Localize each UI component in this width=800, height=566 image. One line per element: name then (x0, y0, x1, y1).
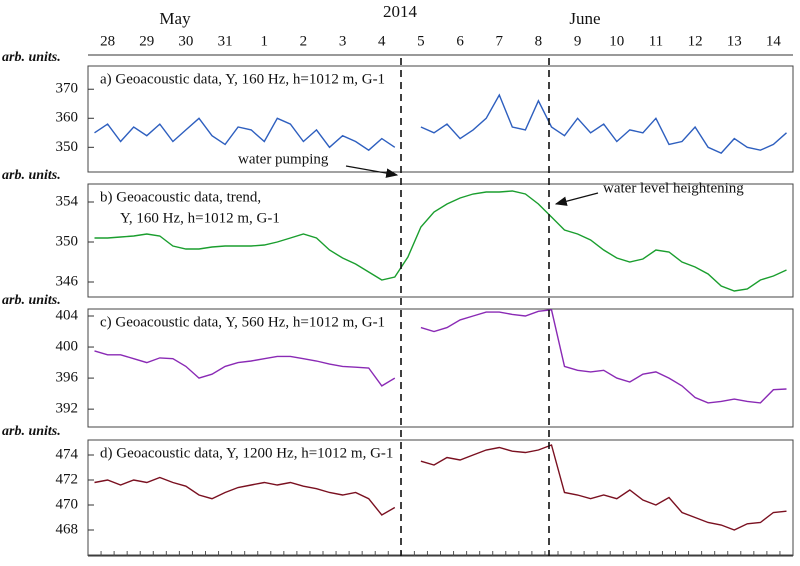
y-tick-label: 350 (56, 139, 79, 155)
x-tick-label: 31 (218, 33, 233, 49)
data-line (94, 444, 787, 531)
y-tick-label: 360 (56, 110, 79, 126)
annotation-arrow (345, 165, 399, 178)
panel-title: c) Geoacoustic data, Y, 560 Hz, h=1012 m… (100, 314, 385, 330)
data-line (94, 190, 787, 292)
x-tick-label: 7 (496, 33, 504, 49)
data-line (94, 93, 787, 154)
x-tick-label: 4 (378, 33, 386, 49)
y-tick-label: 400 (56, 338, 79, 354)
x-tick-label: 5 (417, 33, 425, 49)
x-tick-label: 12 (688, 33, 703, 49)
y-tick-label: 354 (56, 193, 79, 209)
y-tick-label: 472 (56, 471, 79, 487)
panel-title: a) Geoacoustic data, Y, 160 Hz, h=1012 m… (100, 71, 385, 87)
month-label: June (569, 9, 600, 28)
panel-frame (87, 183, 794, 298)
x-tick-label: 1 (261, 33, 269, 49)
y-axis-label: arb. units. (2, 168, 61, 183)
y-tick-label: 346 (56, 273, 79, 289)
annotation-arrow (554, 192, 599, 206)
x-tick-label: 10 (609, 33, 624, 49)
y-tick-label: 468 (56, 521, 79, 537)
panel-frame (87, 65, 794, 173)
x-tick-label: 6 (456, 33, 464, 49)
y-tick-label: 470 (56, 496, 79, 512)
x-tick-label: 30 (178, 33, 193, 49)
y-tick-label: 350 (56, 233, 79, 249)
x-tick-label: 3 (339, 33, 347, 49)
y-tick-label: 392 (56, 401, 79, 417)
data-line (94, 309, 787, 404)
y-axis-label: arb. units. (2, 50, 61, 65)
y-tick-label: 396 (56, 370, 79, 386)
panel-frame (87, 439, 794, 556)
panel-title: b) Geoacoustic data, trend, (100, 189, 261, 205)
x-tick-label: 13 (727, 33, 742, 49)
x-tick-label: 29 (139, 33, 154, 49)
x-tick-label: 9 (574, 33, 582, 49)
x-tick-label: 14 (766, 33, 782, 49)
y-tick-label: 474 (56, 446, 79, 462)
x-tick-label: 28 (100, 33, 115, 49)
panel-frame (87, 308, 794, 428)
y-axis-label: arb. units. (2, 293, 61, 308)
panel-title: d) Geoacoustic data, Y, 1200 Hz, h=1012 … (100, 445, 393, 461)
panel-title: Y, 160 Hz, h=1012 m, G-1 (120, 210, 280, 226)
x-tick-label: 8 (535, 33, 543, 49)
y-axis-label: arb. units. (2, 424, 61, 439)
annotation: water level heightening (603, 180, 744, 196)
y-tick-label: 404 (56, 307, 79, 323)
month-label: May (159, 9, 191, 28)
x-tick-label: 2 (300, 33, 308, 49)
annotation: water pumping (238, 151, 329, 167)
y-tick-label: 370 (56, 81, 79, 97)
year-label: 2014 (383, 2, 418, 21)
x-tick-label: 11 (649, 33, 663, 49)
